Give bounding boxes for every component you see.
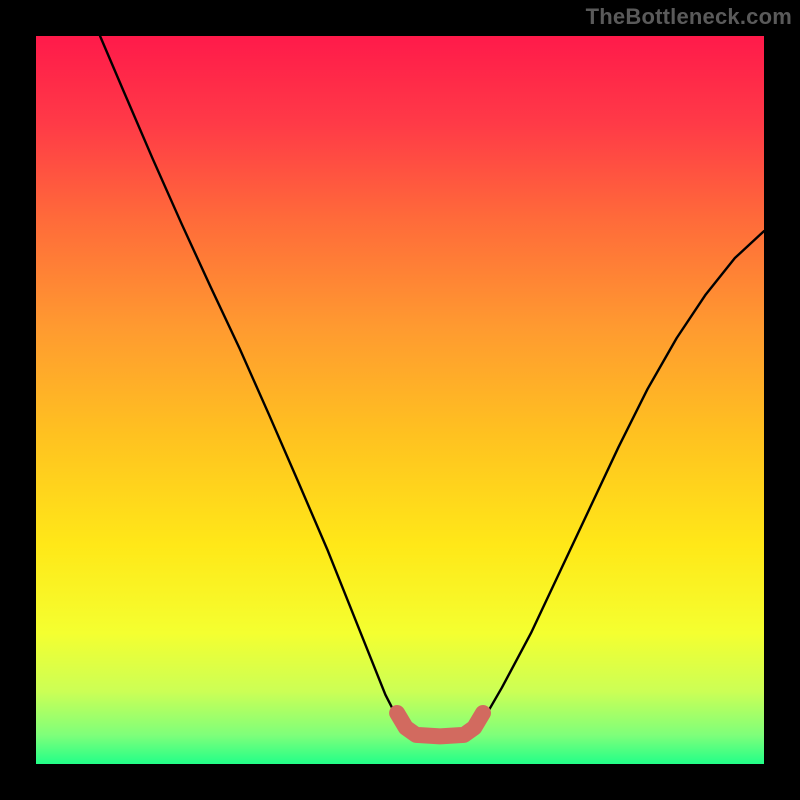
- watermark-text: TheBottleneck.com: [586, 4, 792, 30]
- valley-accent-segment: [397, 713, 483, 736]
- bottleneck-curve: [100, 36, 764, 738]
- curve-svg: [36, 36, 764, 764]
- plot-area: [36, 36, 764, 764]
